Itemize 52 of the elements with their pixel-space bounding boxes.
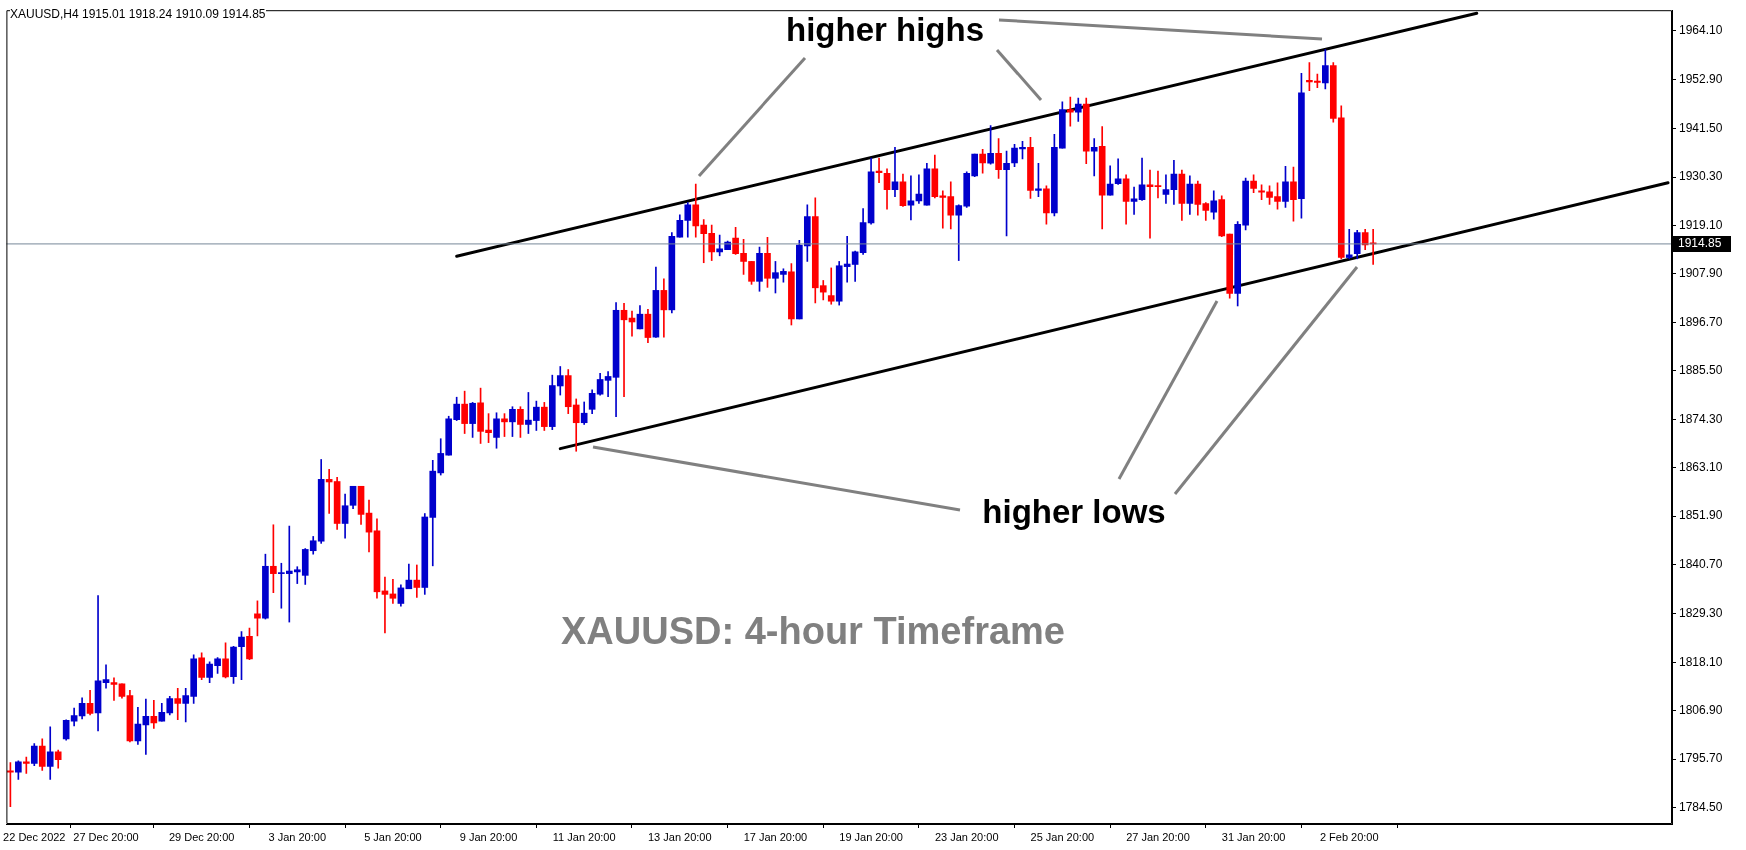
- y-tick-label: 1952.90: [1679, 71, 1723, 86]
- x-tick-label: 9 Jan 20:00: [459, 830, 518, 843]
- candlestick: [389, 578, 397, 604]
- x-tick-label: 29 Dec 20:00: [168, 830, 235, 843]
- x-tick-label: 17 Jan 20:00: [743, 830, 808, 843]
- y-tick-label: 1829.30: [1679, 606, 1723, 621]
- candlestick: [1162, 174, 1170, 204]
- x-tick-label: 5 Jan 20:00: [364, 830, 422, 843]
- annotation: XAUUSD: 4-hour Timeframe: [561, 609, 1065, 653]
- candlestick: [1130, 186, 1138, 215]
- x-tick-label: 23 Jan 20:00: [934, 830, 999, 843]
- y-tick-label: 1896.70: [1679, 314, 1723, 329]
- candlestick: [102, 664, 110, 689]
- x-tick-label: 11 Jan 20:00: [552, 830, 616, 843]
- y-tick-label: 1941.50: [1679, 120, 1723, 135]
- candlestick: [907, 175, 915, 221]
- ref-line-label: 1914.85: [1678, 236, 1722, 251]
- y-tick-label: 1784.50: [1679, 799, 1723, 814]
- candlestick: [1090, 138, 1098, 177]
- chart-title: XAUUSD,H4 1915.01 1918.24 1910.09 1914.85: [10, 7, 266, 21]
- y-tick-label: 1885.50: [1679, 363, 1723, 378]
- y-tick-label: 1795.70: [1679, 751, 1723, 766]
- x-tick-label: 22 Dec 2022: [3, 830, 66, 843]
- candlestick: [174, 687, 182, 721]
- x-tick-label: 13 Jan 20:00: [648, 830, 712, 843]
- y-tick-label: 1874.30: [1679, 411, 1723, 426]
- y-tick-label: 1964.10: [1679, 23, 1723, 38]
- annotation: higher lows: [982, 493, 1166, 531]
- annotation: higher highs: [786, 11, 984, 49]
- candlestick: [1154, 170, 1162, 199]
- x-tick-label: 2 Feb 20:00: [1319, 830, 1379, 843]
- y-tick-label: 1907.90: [1679, 266, 1723, 281]
- y-tick-label: 1919.10: [1679, 217, 1723, 232]
- x-tick-label: 19 Jan 20:00: [839, 830, 903, 843]
- candlestick: [827, 267, 835, 305]
- y-tick-label: 1863.10: [1679, 460, 1723, 474]
- x-tick-label: 31 Jan 20:00: [1221, 830, 1286, 843]
- candlestick: [604, 371, 612, 398]
- x-tick-label: 27 Jan 20:00: [1126, 830, 1190, 843]
- candlestick: [1345, 229, 1353, 260]
- candlestick: [110, 677, 118, 701]
- x-tick-label: 27 Dec 20:00: [73, 830, 139, 843]
- candlestick: [22, 756, 30, 774]
- candlestick: [413, 564, 421, 598]
- candlestick: [1066, 96, 1074, 127]
- y-tick-label: 1818.10: [1679, 654, 1723, 669]
- y-tick-label: 1840.70: [1679, 556, 1723, 571]
- y-tick-label: 1930.30: [1679, 169, 1723, 184]
- x-tick-label: 25 Jan 20:00: [1030, 830, 1095, 843]
- x-tick-label: 3 Jan 20:00: [268, 830, 327, 843]
- y-tick-label: 1851.90: [1679, 508, 1723, 523]
- y-tick-label: 1806.90: [1679, 703, 1723, 718]
